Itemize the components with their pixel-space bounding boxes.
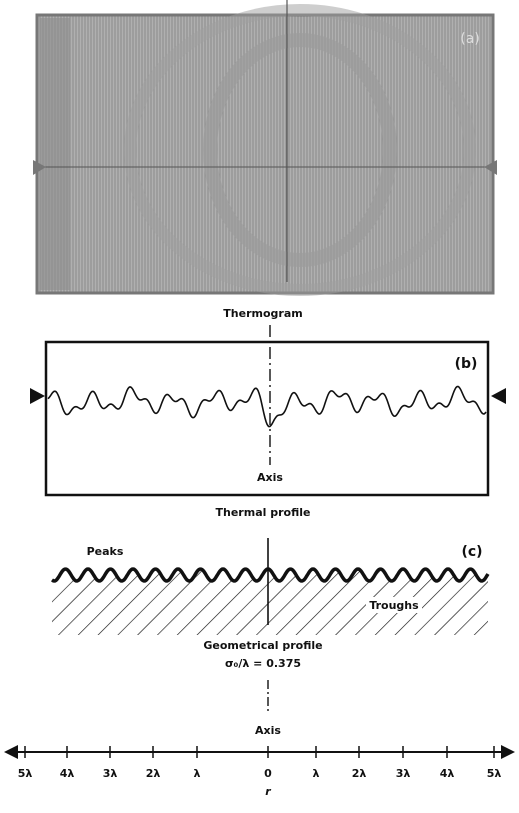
panel-label: (b) [455, 356, 478, 372]
tick-label: λ [313, 767, 320, 780]
thermogram [33, 0, 497, 293]
tick-label: 2λ [146, 767, 161, 780]
troughs-label: Troughs [369, 599, 419, 612]
caption: Thermogram [223, 307, 302, 320]
marker [491, 388, 506, 404]
thermal-curve [48, 387, 486, 427]
panel-label: (c) [461, 544, 482, 560]
axis-title: r [265, 785, 271, 798]
peaks-label: Peaks [87, 545, 124, 558]
caption: Thermal profile [216, 506, 311, 519]
tick-label: 4λ [60, 767, 75, 780]
caption: Geometrical profile [203, 639, 322, 652]
axis-label: Axis [255, 724, 281, 737]
figure: (a) Thermogram (b) Axis Thermal profile … [0, 0, 519, 809]
tick-label: 2λ [352, 767, 367, 780]
axis-label: Axis [257, 471, 283, 484]
r-axis [4, 745, 515, 759]
tick-label: 0 [264, 767, 272, 780]
tick-label: 5λ [487, 767, 502, 780]
tick-label: 5λ [18, 767, 33, 780]
tick-label: 4λ [440, 767, 455, 780]
ratio: σ₀/λ = 0.375 [225, 657, 301, 670]
tick-label: λ [194, 767, 201, 780]
panel-label: (a) [460, 31, 480, 47]
tick-label: 3λ [103, 767, 118, 780]
marker [30, 388, 45, 404]
tick-label: 3λ [396, 767, 411, 780]
